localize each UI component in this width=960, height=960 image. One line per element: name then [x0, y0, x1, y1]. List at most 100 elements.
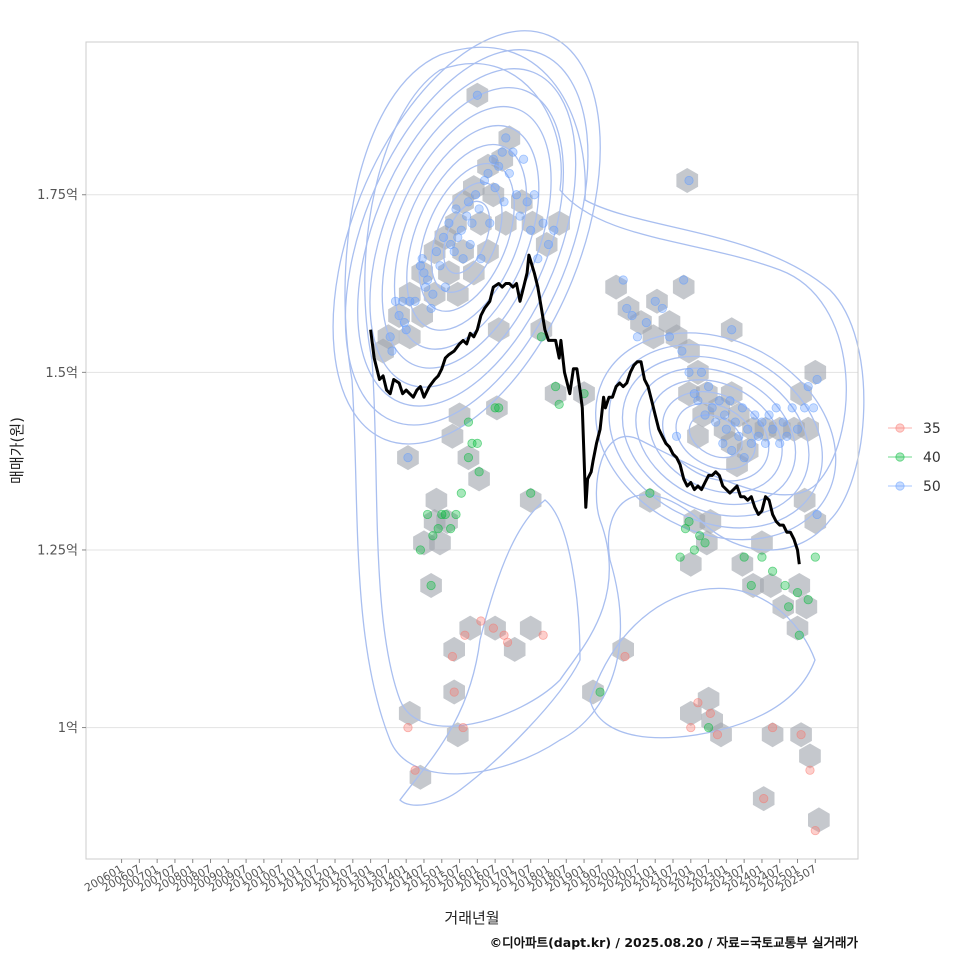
- point-series-50: [438, 232, 449, 242]
- hexbin-cell: [503, 636, 526, 662]
- median-trend-line: [369, 253, 801, 565]
- point-series-40: [490, 403, 500, 413]
- point-series-50: [422, 275, 433, 285]
- point-series-40: [803, 595, 813, 605]
- hexbin-cell: [535, 232, 558, 257]
- plot-panel-border: [85, 41, 859, 860]
- hexbin-cell: [372, 338, 394, 364]
- point-series-50: [401, 325, 411, 335]
- hexbin-cell: [752, 786, 775, 812]
- hexbin-cell: [420, 573, 442, 598]
- point-series-50: [719, 410, 730, 420]
- contour-ring-lower: [621, 355, 810, 517]
- point-series-40: [536, 332, 546, 342]
- point-series-50: [764, 410, 774, 420]
- point-series-35: [686, 722, 696, 733]
- contour-ring-lower: [608, 344, 823, 529]
- point-series-35: [447, 651, 458, 662]
- point-series-50: [399, 318, 410, 328]
- point-series-50: [808, 403, 819, 413]
- point-series-50: [398, 296, 408, 306]
- point-series-35: [458, 722, 468, 733]
- point-series-50: [467, 218, 477, 228]
- hexbin-cell: [397, 445, 419, 471]
- hexbin-cell: [441, 423, 464, 449]
- hexbin-cell: [423, 239, 446, 265]
- contour-envelope: [589, 587, 816, 739]
- point-series-35: [810, 825, 820, 836]
- contour-ring-upper: [393, 124, 540, 350]
- point-series-40: [675, 552, 685, 562]
- hexbin-cell: [388, 303, 410, 328]
- point-series-50: [410, 296, 420, 306]
- point-series-50: [771, 403, 781, 413]
- hexbin-cell: [429, 530, 451, 556]
- point-series-35: [538, 630, 548, 640]
- contour-envelope: [344, 46, 865, 775]
- hexbin-cell: [726, 452, 748, 478]
- point-series-40: [810, 552, 820, 562]
- point-series-50: [812, 509, 822, 520]
- point-series-50: [529, 190, 539, 200]
- point-series-50: [707, 403, 717, 413]
- point-series-40: [794, 630, 804, 640]
- hexbin-cell: [799, 743, 821, 769]
- hexbin-cell: [519, 487, 542, 513]
- hexbin-cell: [544, 381, 567, 407]
- hexbin-cell: [720, 381, 743, 407]
- hexbin-cell: [411, 260, 433, 286]
- point-series-50: [504, 168, 514, 179]
- hexbin-cell: [804, 359, 827, 385]
- point-series-50: [543, 239, 554, 250]
- hexbin-cell: [463, 260, 485, 286]
- y-axis-title: 매매가(원): [8, 417, 26, 484]
- point-series-50: [403, 453, 413, 463]
- contour-ring-upper: [381, 105, 552, 369]
- hexbin-cell: [438, 260, 460, 286]
- hexbin-cell: [459, 615, 481, 641]
- point-series-35: [705, 708, 715, 718]
- y-tick-label: 1.5억: [45, 366, 78, 381]
- hexbin-cell: [398, 281, 421, 307]
- legend-key-point: [895, 452, 905, 462]
- point-series-50: [737, 403, 747, 413]
- hexbin-cell: [477, 153, 499, 179]
- point-series-35: [502, 637, 513, 647]
- legend-label-40: 40: [923, 450, 941, 466]
- point-series-50: [483, 168, 493, 179]
- point-series-50: [511, 190, 522, 200]
- point-series-40: [446, 524, 456, 534]
- hexbin-cell: [482, 182, 505, 208]
- hexbin-cell: [409, 764, 432, 790]
- point-series-50: [775, 438, 785, 448]
- point-series-50: [444, 218, 454, 228]
- point-series-50: [727, 325, 737, 335]
- hexbin-cell: [486, 395, 508, 421]
- scatter-points: [385, 90, 822, 836]
- point-series-50: [390, 296, 401, 306]
- point-series-50: [734, 431, 744, 441]
- y-tick-label: 1.25억: [37, 543, 78, 558]
- point-series-50: [462, 211, 472, 221]
- point-series-50: [472, 90, 482, 100]
- hexbin-cell: [548, 210, 570, 236]
- hexbin-cell: [772, 594, 795, 620]
- point-series-40: [684, 516, 694, 527]
- point-series-50: [501, 133, 511, 143]
- point-series-40: [467, 438, 477, 448]
- point-series-50: [435, 261, 445, 271]
- point-series-35: [488, 623, 498, 633]
- point-series-50: [696, 367, 707, 377]
- source-caption: ©디아파트(dapt.kr) / 2025.08.20 / 자료=국토교통부 실…: [490, 935, 859, 950]
- point-series-40: [426, 580, 436, 591]
- point-series-50: [526, 225, 536, 235]
- hexbin-cell: [498, 125, 521, 151]
- point-series-40: [474, 467, 484, 477]
- hexbin-cell: [731, 551, 754, 577]
- hexbin-cell: [761, 722, 784, 748]
- point-series-50: [515, 211, 525, 221]
- point-series-50: [700, 410, 710, 420]
- hexbin-cell: [672, 274, 695, 300]
- point-series-40: [645, 488, 655, 498]
